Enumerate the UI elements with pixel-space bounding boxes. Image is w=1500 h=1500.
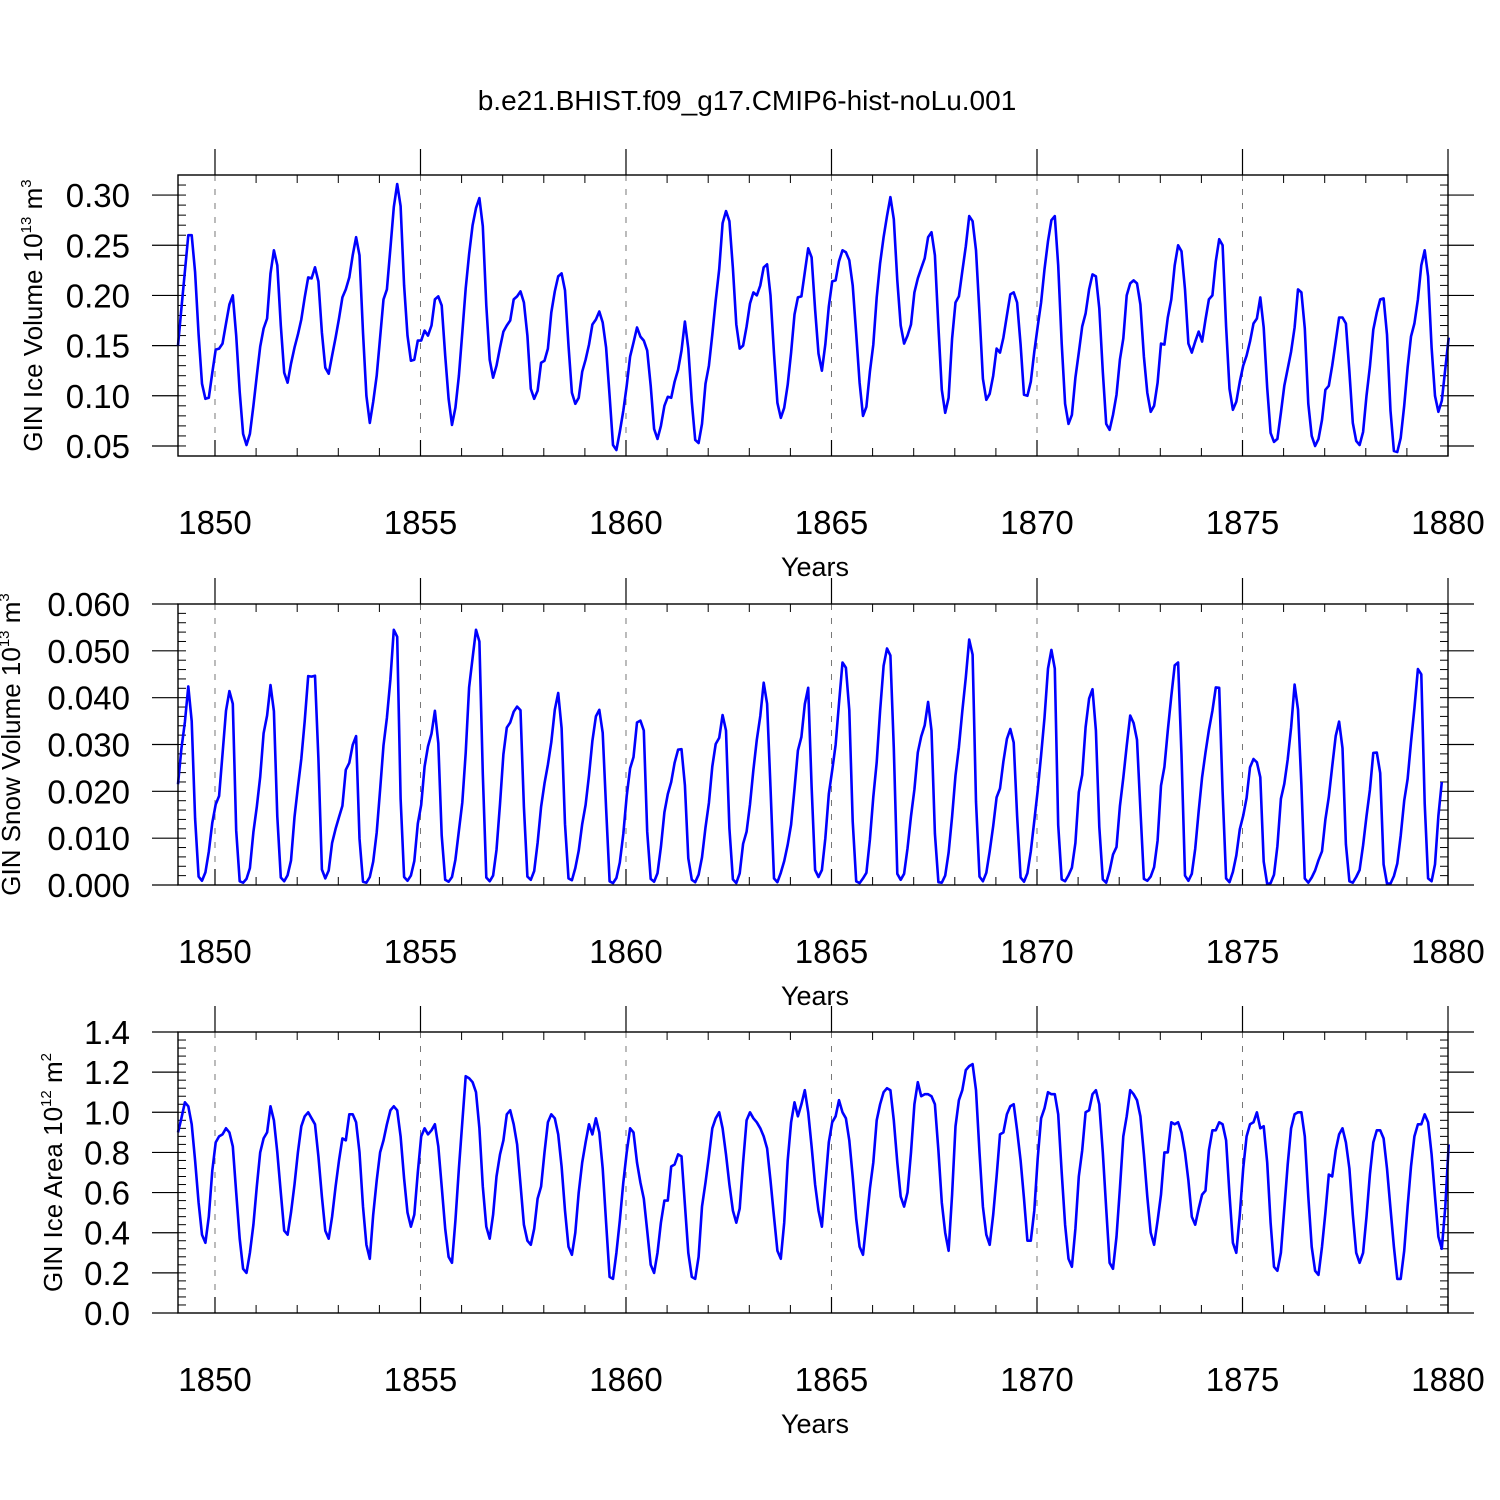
x-tick-label: 1865 bbox=[795, 933, 868, 970]
series-line bbox=[176, 628, 1444, 886]
x-tick-label: 1855 bbox=[384, 504, 457, 541]
chart-title: b.e21.BHIST.f09_g17.CMIP6-hist-noLu.001 bbox=[478, 85, 1017, 116]
x-tick-label: 1850 bbox=[178, 933, 251, 970]
y-tick-label: 1.4 bbox=[84, 1014, 130, 1051]
y-tick-label: 0.6 bbox=[84, 1175, 130, 1212]
x-tick-label: 1870 bbox=[1000, 1361, 1073, 1398]
y-axis-label: GIN Ice Volume 1013 m3 bbox=[18, 179, 48, 451]
y-tick-label: 0.25 bbox=[66, 227, 130, 264]
x-tick-label: 1880 bbox=[1411, 1361, 1484, 1398]
x-tick-label: 1875 bbox=[1206, 504, 1279, 541]
x-tick-label: 1870 bbox=[1000, 933, 1073, 970]
plot-frame bbox=[177, 174, 1449, 457]
panel-2: 1850 1855 1860 1865 1870 1875 1880 0.000 0.010 0.… bbox=[0, 578, 1485, 1011]
y-tick-label: 0.010 bbox=[47, 820, 130, 857]
series-line bbox=[176, 182, 1450, 454]
y-tick-label: 0.15 bbox=[66, 328, 130, 365]
y-tick-label: 0.2 bbox=[84, 1255, 130, 1292]
plot-frame bbox=[177, 1031, 1449, 1314]
panel-3: 1850 1855 1860 1865 1870 1875 1880 0.00.20.40.6… bbox=[38, 1006, 1485, 1439]
y-tick-label: 0.05 bbox=[66, 428, 130, 465]
y-tick-label: 0.0 bbox=[84, 1295, 130, 1332]
x-tick-label: 1860 bbox=[589, 1361, 662, 1398]
y-tick-label: 0.050 bbox=[47, 633, 130, 670]
x-tick-label: 1870 bbox=[1000, 504, 1073, 541]
y-tick-label: 0.030 bbox=[47, 727, 130, 764]
y-axis-label: GIN Ice Area 1012 m2 bbox=[38, 1053, 68, 1292]
x-tick-label: 1880 bbox=[1411, 933, 1484, 970]
x-tick-label: 1850 bbox=[178, 504, 251, 541]
x-tick-label: 1850 bbox=[178, 1361, 251, 1398]
y-tick-label: 1.2 bbox=[84, 1054, 130, 1091]
plot-frame bbox=[177, 603, 1449, 886]
x-tick-label: 1865 bbox=[795, 1361, 868, 1398]
y-tick-label: 1.0 bbox=[84, 1094, 130, 1131]
x-tick-label: 1875 bbox=[1206, 933, 1279, 970]
y-tick-label: 0.30 bbox=[66, 177, 130, 214]
x-tick-label: 1880 bbox=[1411, 504, 1484, 541]
y-tick-label: 0.10 bbox=[66, 378, 130, 415]
x-tick-label: 1875 bbox=[1206, 1361, 1279, 1398]
y-tick-label: 0.4 bbox=[84, 1215, 130, 1252]
x-tick-label: 1860 bbox=[589, 504, 662, 541]
x-tick-label: 1855 bbox=[384, 933, 457, 970]
x-axis-label: Years bbox=[781, 981, 849, 1011]
y-axis-label: GIN Snow Volume 1013 m3 bbox=[0, 593, 26, 896]
x-axis-label: Years bbox=[781, 1409, 849, 1439]
x-tick-label: 1865 bbox=[795, 504, 868, 541]
x-tick-label: 1860 bbox=[589, 933, 662, 970]
y-tick-label: 0.040 bbox=[47, 680, 130, 717]
x-tick-label: 1855 bbox=[384, 1361, 457, 1398]
panel-1: 1850 1855 1860 1865 1870 1875 1880 0.05 0.10 0.15… bbox=[18, 149, 1485, 582]
y-tick-label: 0.8 bbox=[84, 1134, 130, 1171]
x-axis-label: Years bbox=[781, 552, 849, 582]
y-tick-label: 0.060 bbox=[47, 586, 130, 623]
y-tick-label: 0.20 bbox=[66, 277, 130, 314]
y-tick-label: 0.020 bbox=[47, 773, 130, 810]
y-tick-label: 0.000 bbox=[47, 867, 130, 904]
series-line bbox=[176, 1062, 1450, 1281]
